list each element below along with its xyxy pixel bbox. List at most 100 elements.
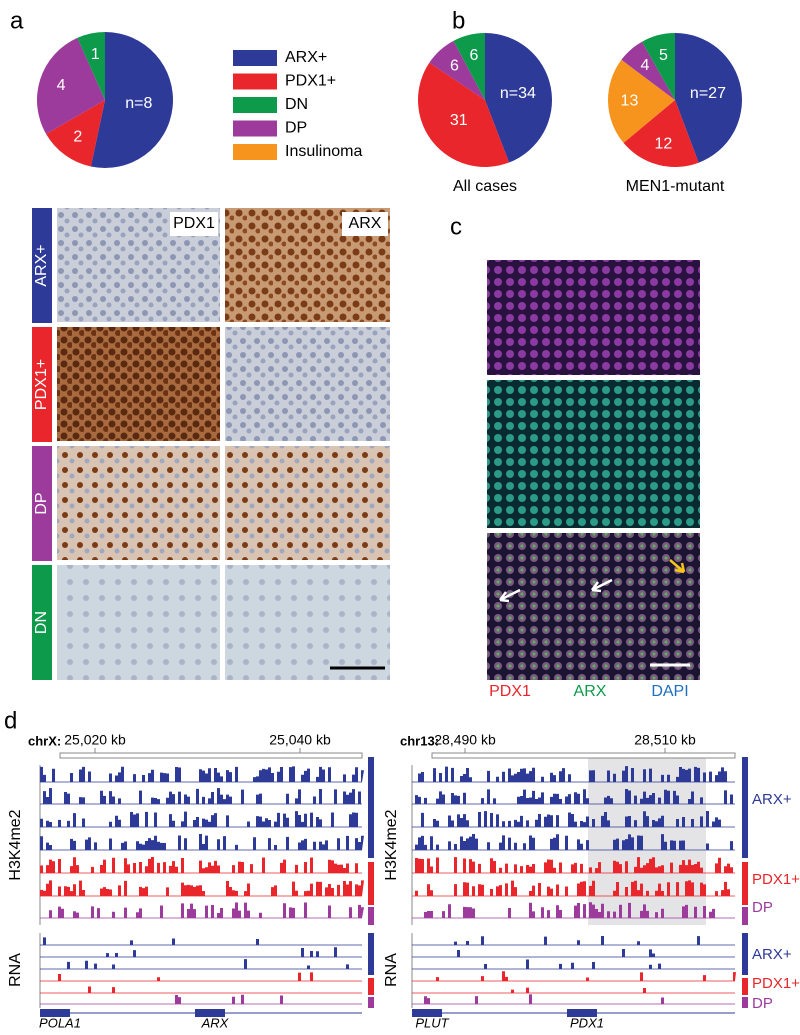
slice-label: 1 (91, 46, 100, 63)
gene-exon (567, 1009, 597, 1017)
group-bar (742, 978, 748, 995)
track-signal (40, 857, 364, 873)
group-bar (368, 757, 374, 858)
pie-slice (485, 33, 553, 163)
slice-label: 4 (640, 57, 649, 74)
gene-exon (412, 1009, 442, 1017)
track-signal (40, 766, 364, 782)
panel-label: d (4, 707, 17, 734)
gene-label: PLUT (415, 1015, 449, 1030)
ruler (431, 752, 736, 759)
group-bar (742, 757, 748, 858)
track-signal (40, 811, 364, 827)
track-signal (40, 788, 364, 804)
row-bar (32, 446, 52, 561)
track-signal (412, 880, 736, 896)
pie-slice (608, 59, 675, 143)
row-label: PDX1+ (33, 359, 50, 410)
group-bar (368, 933, 374, 975)
group-bar (368, 907, 374, 925)
track-signal (412, 902, 736, 918)
ruler-tick-label: 28,490 kb (434, 732, 496, 748)
track-signal (412, 857, 736, 873)
pie-slice (77, 32, 105, 100)
ihc-image (225, 446, 390, 560)
row-bar (32, 327, 52, 442)
ihc-grid (57, 208, 390, 680)
group-bar (368, 862, 374, 905)
group-label: DP (752, 899, 773, 916)
ruler (59, 752, 363, 759)
slice-label: n=34 (500, 85, 536, 102)
pie-slice (46, 100, 105, 167)
chrom-label: chrX: (28, 733, 61, 748)
legend-swatch (233, 50, 277, 66)
group-label: PDX1+ (752, 975, 800, 992)
track-signal (40, 880, 364, 896)
ihc-image (57, 565, 220, 680)
label-box (342, 212, 388, 236)
pie-caption: All cases (453, 178, 517, 195)
pie-slice (417, 62, 510, 168)
pie-slice (623, 100, 699, 167)
track-signal (40, 834, 364, 850)
pie-slice (621, 41, 675, 100)
row-bar (32, 565, 52, 680)
legend-swatch (233, 97, 277, 113)
panel-label: b (452, 7, 465, 34)
track-signal (40, 986, 364, 993)
legend-label: DN (285, 96, 308, 113)
highlight-region (588, 757, 706, 925)
gene-label: ARX (201, 1015, 230, 1030)
row-label: DN (33, 611, 50, 634)
ruler-tick-label: 25,020 kb (64, 732, 126, 748)
ruler-tick-label: 28,510 kb (634, 732, 696, 748)
group-label: ARX+ (752, 791, 792, 808)
pie-slice (429, 40, 485, 100)
legend-swatch (233, 120, 277, 137)
panel-label: c (450, 213, 462, 240)
if-images (487, 260, 700, 680)
track-signal (412, 971, 736, 981)
pie-slice (453, 33, 485, 100)
pie-slice (90, 32, 173, 168)
slice-label: 4 (57, 77, 66, 94)
track-signal (412, 834, 736, 850)
gene-label: PDX1 (570, 1015, 604, 1030)
slice-label: 13 (621, 92, 639, 109)
group-label: ARX+ (752, 946, 792, 963)
assay-label: H3K4me2 (383, 809, 400, 880)
group-bar (742, 997, 748, 1008)
slice-label: 6 (470, 47, 479, 64)
track-signal (412, 994, 736, 1004)
chrom-label: chr13: (400, 733, 439, 748)
ruler-tick-label: 25,040 kb (269, 732, 331, 748)
row-bar (32, 208, 52, 323)
group-bar (368, 978, 374, 995)
channel-label: DAPI (651, 683, 688, 700)
gene-exon (195, 1009, 225, 1017)
track-signal (412, 811, 736, 827)
legend-label: PDX1+ (285, 73, 336, 90)
label-box (170, 212, 218, 236)
slice-label: n=8 (125, 95, 152, 112)
slice-label: n=27 (690, 85, 726, 102)
pie-slice (641, 33, 675, 100)
track-signal (412, 987, 736, 993)
track-signal (40, 902, 364, 918)
if-image (487, 260, 700, 375)
arrow (669, 559, 686, 574)
slice-label: 6 (450, 57, 459, 74)
if-image (487, 533, 700, 680)
arrow (591, 578, 613, 593)
track-signal (412, 766, 736, 782)
group-bar (742, 862, 748, 905)
assay-label: RNA (7, 953, 24, 987)
group-label: DP (752, 995, 773, 1012)
legend-label: DP (285, 120, 307, 137)
track-signal (412, 788, 736, 804)
channel-label: ARX (574, 683, 607, 700)
track-signal (412, 936, 736, 945)
slice-label: 5 (659, 47, 668, 64)
pie-slice (675, 33, 742, 163)
